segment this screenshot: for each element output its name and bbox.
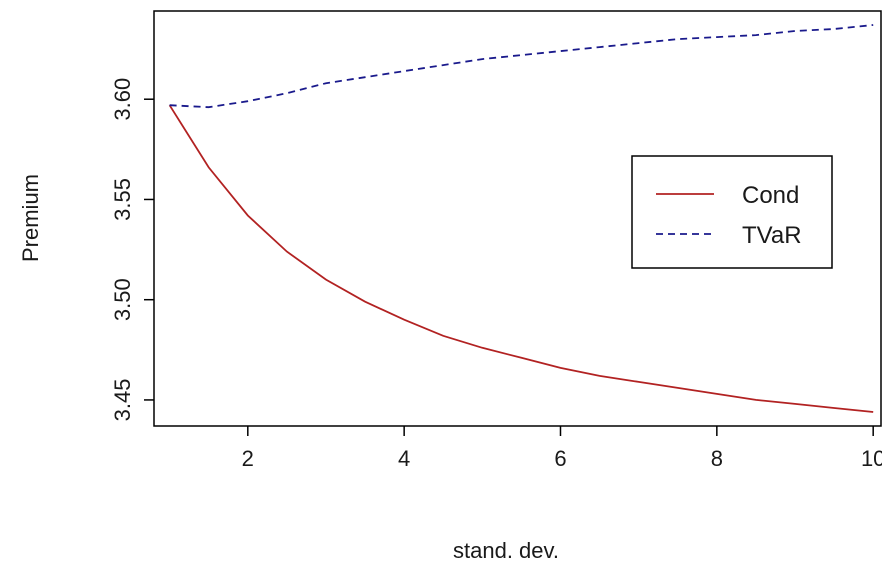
legend: Cond TVaR [631,155,833,269]
legend-label-cond: Cond [742,182,799,209]
plot-area [153,10,882,427]
y-axis: 3.45 3.50 3.55 3.60 [110,78,154,422]
y-tick-label: 3.60 [110,78,135,121]
y-tick-label: 3.50 [110,278,135,321]
series-line-cond [168,104,874,413]
x-tick-label: 10 [861,446,882,471]
x-tick-label: 6 [554,446,566,471]
legend-label-tvar: TVaR [742,222,802,249]
y-axis-title: Premium [18,174,43,262]
legend-box [631,155,833,269]
x-tick-label: 2 [242,446,254,471]
series-line-tvar [169,24,874,109]
series-layer [168,24,874,413]
x-tick-label: 8 [711,446,723,471]
x-axis: 2 4 6 8 10 [242,426,882,471]
x-axis-title: stand. dev. [453,538,559,563]
y-tick-label: 3.55 [110,178,135,221]
plot-frame [153,10,882,427]
x-tick-label: 4 [398,446,410,471]
y-tick-label: 3.45 [110,379,135,422]
